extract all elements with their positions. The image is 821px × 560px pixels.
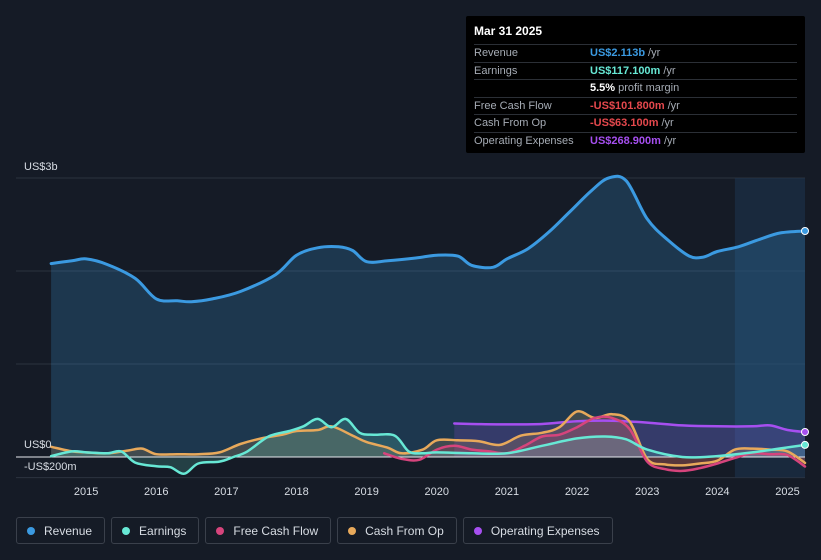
x-tick-label: 2025 bbox=[775, 486, 799, 498]
legend-item-cash-from-op[interactable]: Cash From Op bbox=[337, 517, 457, 544]
chart-series-areas bbox=[51, 176, 806, 474]
series-area-cash-from-op bbox=[51, 411, 806, 466]
end-marker-operating-expenses bbox=[801, 427, 809, 436]
legend-dot-icon bbox=[27, 526, 35, 535]
series-line-cash-from-op bbox=[49, 409, 807, 467]
tooltip-row: 5.5% profit margin bbox=[474, 79, 797, 97]
tooltip-label: Operating Expenses bbox=[474, 134, 574, 147]
tooltip-value: -US$63.100m bbox=[590, 117, 659, 130]
x-tick-label: 2023 bbox=[635, 486, 659, 498]
tooltip-label: Revenue bbox=[474, 47, 519, 60]
tooltip-unit: profit margin bbox=[618, 82, 680, 95]
x-tick-label: 2024 bbox=[705, 486, 729, 498]
tooltip-value: US$2.113b bbox=[590, 47, 646, 60]
legend-label: Free Cash Flow bbox=[233, 523, 319, 538]
legend-label: Cash From Op bbox=[365, 523, 444, 538]
tooltip-rows: Revenue US$2.113b/yr Earnings US$117.100m/y… bbox=[474, 44, 797, 149]
legend-label: Earnings bbox=[139, 523, 187, 538]
forecast-highlight-region bbox=[734, 178, 805, 478]
tooltip-unit: /yr bbox=[663, 64, 676, 77]
y-axis-label-top: US$3b bbox=[24, 161, 58, 173]
series-line-revenue bbox=[49, 174, 807, 304]
tooltip-unit: /yr bbox=[661, 117, 674, 130]
legend-item-earnings[interactable]: Earnings bbox=[111, 517, 200, 544]
legend-item-free-cash-flow[interactable]: Free Cash Flow bbox=[205, 517, 332, 544]
tooltip-row: Revenue US$2.113b/yr bbox=[474, 44, 797, 62]
tooltip-label: Cash From Op bbox=[474, 117, 547, 130]
legend-label: Revenue bbox=[44, 523, 93, 538]
x-tick-label: 2019 bbox=[354, 486, 378, 498]
y-axis-label-bottom: -US$200m bbox=[24, 461, 77, 473]
legend-item-operating-expenses[interactable]: Operating Expenses bbox=[462, 517, 613, 544]
data-tooltip: Mar 31 2025 Revenue US$2.113b/yr Earnings U… bbox=[466, 16, 805, 153]
tooltip-row: Free Cash Flow -US$101.800m/yr bbox=[474, 96, 797, 115]
chart-legend: Revenue Earnings Free Cash Flow Cash From O… bbox=[16, 517, 613, 544]
series-line-earnings bbox=[49, 417, 807, 475]
x-tick-label: 2022 bbox=[565, 486, 589, 498]
x-tick-label: 2020 bbox=[425, 486, 449, 498]
tooltip-value: US$117.100m bbox=[590, 64, 661, 77]
x-tick-label: 2021 bbox=[495, 486, 519, 498]
legend-label: Operating Expenses bbox=[490, 523, 600, 538]
x-tick-label: 2018 bbox=[284, 486, 308, 498]
tooltip-value: 5.5% bbox=[590, 82, 616, 95]
tooltip-value: -US$101.800m bbox=[590, 99, 665, 112]
x-tick-label: 2017 bbox=[214, 486, 238, 498]
series-line-operating-expenses bbox=[453, 419, 807, 434]
legend-dot-icon bbox=[473, 526, 482, 535]
tooltip-date: Mar 31 2025 bbox=[474, 24, 543, 38]
tooltip-row: Cash From Op -US$63.100m/yr bbox=[474, 114, 797, 132]
legend-item-revenue[interactable]: Revenue bbox=[16, 517, 106, 544]
tooltip-row: Earnings US$117.100m/yr bbox=[474, 61, 797, 80]
series-area-revenue bbox=[51, 176, 806, 457]
chart-series-lines bbox=[49, 174, 807, 475]
series-line-free-cash-flow bbox=[382, 415, 807, 473]
chart-gridlines bbox=[16, 177, 805, 479]
x-tick-label: 2016 bbox=[144, 486, 168, 498]
end-marker-revenue bbox=[801, 227, 809, 236]
chart-end-markers bbox=[801, 227, 809, 449]
y-axis-label-zero: US$0 bbox=[24, 439, 52, 451]
tooltip-unit: /yr bbox=[667, 99, 680, 112]
legend-dot-icon bbox=[348, 526, 357, 535]
tooltip-unit: /yr bbox=[648, 47, 661, 60]
tooltip-label: Free Cash Flow bbox=[474, 99, 552, 112]
legend-dot-icon bbox=[216, 526, 225, 535]
tooltip-value: US$268.900m bbox=[590, 134, 661, 147]
x-axis-ticks: 2015 2016 2017 2018 2019 2020 2021 2022 2023 2024… bbox=[74, 486, 800, 498]
x-tick-label: 2015 bbox=[74, 486, 98, 498]
end-marker-earnings bbox=[801, 440, 809, 449]
legend-dot-icon bbox=[122, 526, 131, 535]
series-area-operating-expenses bbox=[454, 420, 805, 457]
tooltip-label: Earnings bbox=[474, 64, 518, 77]
tooltip-unit: /yr bbox=[663, 134, 677, 147]
tooltip-row: Operating Expenses US$268.900m/yr bbox=[474, 131, 797, 150]
